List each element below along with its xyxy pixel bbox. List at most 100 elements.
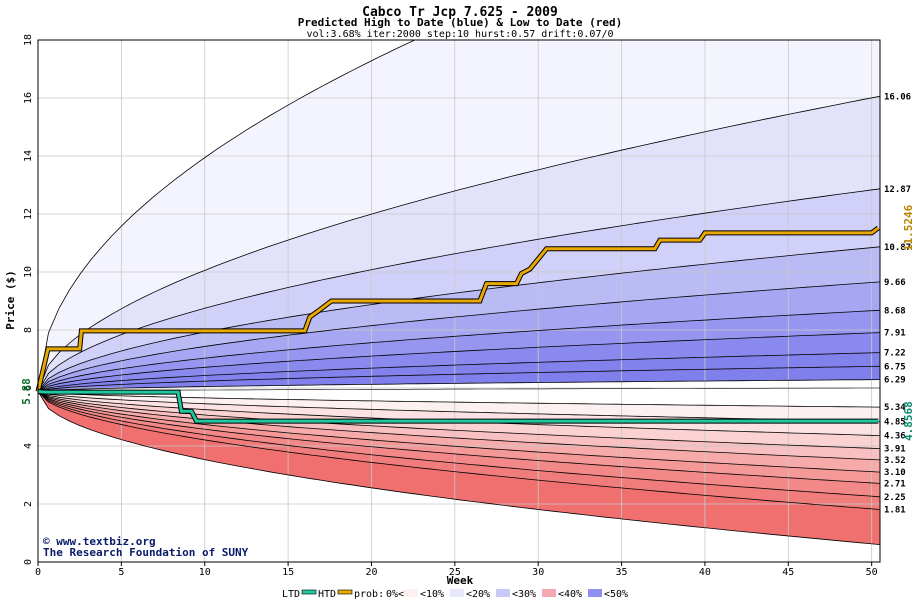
- legend-bin-0: 0%<: [386, 589, 404, 600]
- quantile-line-0: [38, 40, 416, 392]
- quantile-end-label: 5.34: [884, 403, 906, 413]
- legend-bin-4: <40%: [558, 589, 582, 600]
- quantile-line-3: [38, 246, 880, 392]
- y-tick-label: 12: [23, 208, 34, 220]
- quantile-line-15: [38, 391, 880, 473]
- band-lower-2: [38, 391, 880, 449]
- quantile-end-label: 7.22: [884, 349, 906, 359]
- legend-ltd-label: LTD: [282, 589, 300, 600]
- copyright-icon: ©: [43, 535, 50, 548]
- y-tick-label: 8: [23, 327, 34, 333]
- quantile-end-label: 3.91: [884, 445, 906, 455]
- x-tick-label: 45: [782, 567, 794, 578]
- band-upper-7: [38, 352, 880, 392]
- x-tick-label: 20: [365, 567, 377, 578]
- band-lower-3: [38, 391, 880, 460]
- quantile-line-18: [38, 391, 880, 510]
- quantile-line-16: [38, 391, 880, 484]
- credit-url-text: www.textbiz.org: [56, 535, 155, 548]
- credit-url: © www.textbiz.org: [43, 535, 156, 548]
- quantile-line-8: [38, 365, 880, 392]
- quantile-end-label: 1.81: [884, 506, 906, 516]
- y-axis-title: Price ($): [4, 270, 17, 330]
- quantile-end-label: 8.68: [884, 306, 906, 316]
- quantile-end-label: 2.71: [884, 479, 906, 489]
- plot-area: 0 5 10 15 20 25 30 35 40 45 50 0 2 4 6 8 10 12 14 16 18 5.88 1…: [20, 34, 915, 578]
- quantile-line-9: [38, 379, 880, 392]
- x-tick-label: 15: [282, 567, 294, 578]
- x-tick-label: 5: [118, 567, 124, 578]
- quantile-end-label: 6.75: [884, 362, 906, 372]
- quantile-end-label: 6.29: [884, 376, 906, 386]
- quantile-line-14: [38, 391, 880, 461]
- quantile-end-label: 4.85: [884, 417, 906, 427]
- band-lower-4: [38, 391, 880, 473]
- legend: LTD HTD prob: 0%< <10% <20% <30% <40% <5…: [282, 589, 628, 600]
- band-lower-8: [38, 391, 880, 545]
- quantile-end-label: 12.87: [884, 185, 911, 195]
- legend-bin-2: <20%: [466, 589, 490, 600]
- legend-bin-0-swatch: [404, 589, 418, 597]
- credit-organization: The Research Foundation of SUNY: [43, 546, 249, 559]
- x-tick-label: 10: [199, 567, 211, 578]
- legend-ltd-swatch: [301, 589, 317, 595]
- quantile-end-label: 16.06: [884, 92, 911, 102]
- band-median: [38, 379, 880, 408]
- band-upper-1: [38, 96, 880, 392]
- band-upper-outer: [38, 40, 415, 392]
- legend-bin-5: <50%: [604, 589, 628, 600]
- x-tick-label: 0: [35, 567, 41, 578]
- quantile-end-label: 10.87: [884, 243, 911, 253]
- y-tick-label: 0: [23, 559, 34, 565]
- quantile-line-7: [38, 352, 880, 392]
- x-tick-label: 30: [532, 567, 544, 578]
- legend-prob-label: prob:: [354, 589, 384, 600]
- quantile-end-label: 4.36: [884, 432, 906, 442]
- legend-bin-1: <10%: [420, 589, 444, 600]
- band-lower-1: [38, 391, 880, 436]
- legend-bin-3-swatch: [542, 589, 556, 597]
- x-tick-label: 35: [616, 567, 628, 578]
- x-tick-label: 40: [699, 567, 711, 578]
- chart-header: Cabco Tr Jcp 7.625 - 2009 Predicted High…: [298, 5, 623, 40]
- chart-title: Cabco Tr Jcp 7.625 - 2009: [362, 5, 558, 20]
- quantile-end-label: 9.66: [884, 278, 906, 288]
- band-upper-4: [38, 281, 880, 392]
- y-tick-label: 10: [23, 266, 34, 278]
- quantile-end-label: 7.91: [884, 329, 906, 339]
- band-upper-0: [38, 40, 880, 392]
- quantile-line-13: [38, 391, 880, 449]
- quantile-line-4: [38, 281, 880, 392]
- quantile-line-2: [38, 188, 880, 392]
- band-upper-8: [38, 366, 880, 392]
- ltd-end-label: 4.8568: [902, 401, 915, 441]
- legend-bin-4-swatch: [588, 589, 602, 597]
- legend-bin-3: <30%: [512, 589, 536, 600]
- quantile-line-17: [38, 391, 880, 498]
- band-lower-7: [38, 391, 880, 510]
- quantile-line-1: [38, 95, 880, 392]
- legend-htd-swatch: [337, 589, 353, 595]
- credit-block: © www.textbiz.org The Research Foundatio…: [43, 535, 249, 559]
- y-tick-label: 4: [23, 443, 34, 449]
- htd-line: [36, 226, 880, 392]
- chart-subtitle: Predicted High to Date (blue) & Low to D…: [298, 16, 623, 29]
- legend-bin-2-swatch: [496, 589, 510, 597]
- y-tick-label: 14: [23, 150, 34, 162]
- quantile-end-label: 3.52: [884, 456, 906, 466]
- x-tick-label: 50: [866, 567, 878, 578]
- band-upper-3: [38, 246, 880, 392]
- legend-htd-label: HTD: [318, 589, 336, 600]
- ltd-line: [37, 390, 879, 423]
- quantile-end-label: 3.10: [884, 468, 906, 478]
- quantile-line-6: [38, 332, 880, 392]
- probability-bands: [38, 40, 880, 545]
- legend-bin-1-swatch: [450, 589, 464, 597]
- htd-end-label: 11.5246: [902, 204, 915, 251]
- band-lower-6: [38, 391, 880, 497]
- band-upper-6: [38, 332, 880, 392]
- quantile-line-19: [38, 391, 880, 545]
- x-axis-title: Week: [447, 574, 474, 587]
- x-tick-label: 25: [449, 567, 461, 578]
